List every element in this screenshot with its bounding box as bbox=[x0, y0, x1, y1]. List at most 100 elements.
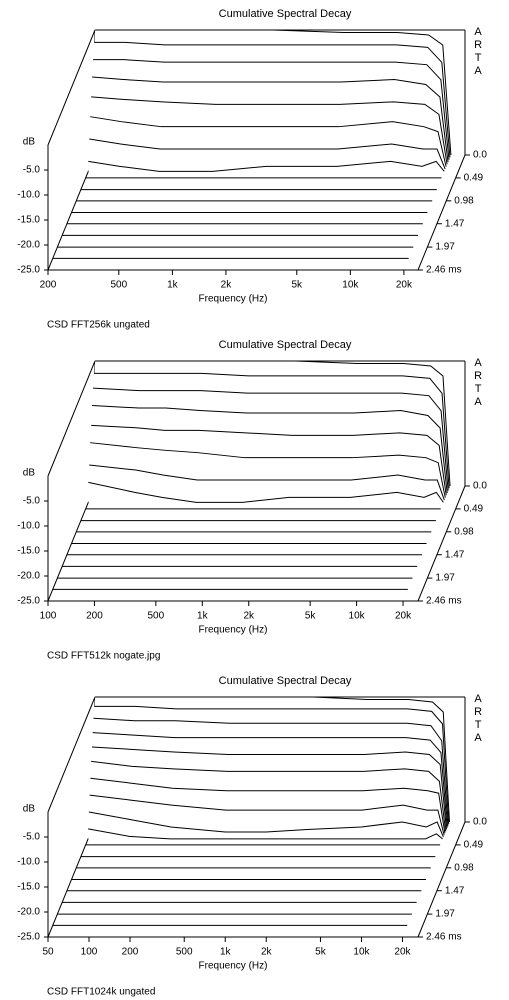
y-tick-label: -25.0 bbox=[17, 265, 40, 276]
y-tick-label: -15.0 bbox=[17, 546, 40, 557]
y-tick-label: -25.0 bbox=[17, 596, 40, 607]
decay-slice bbox=[94, 41, 451, 158]
x-tick-label: 500 bbox=[176, 947, 193, 958]
decay-slice bbox=[89, 138, 446, 170]
decay-slice bbox=[92, 732, 448, 828]
z-tick-label: 0.0 bbox=[473, 481, 487, 492]
frame-line bbox=[47, 29, 96, 146]
chart-title: Cumulative Spectral Decay bbox=[219, 675, 352, 687]
decay-slice bbox=[95, 696, 450, 823]
decay-slice bbox=[92, 76, 449, 163]
decay-slice bbox=[93, 59, 450, 160]
x-tick-label: 20k bbox=[396, 280, 413, 291]
x-tick-label: 5k bbox=[315, 947, 327, 958]
z-tick-label: 1.97 bbox=[435, 909, 455, 920]
decay-slice bbox=[89, 464, 445, 501]
decay-slice bbox=[90, 116, 447, 167]
decay-slice bbox=[91, 96, 448, 165]
y-axis-label: dB bbox=[23, 468, 36, 479]
x-tick-label: 1k bbox=[197, 611, 209, 622]
x-tick-label: 200 bbox=[40, 280, 57, 291]
x-tick-label: 100 bbox=[40, 611, 57, 622]
x-tick-label: 200 bbox=[122, 947, 139, 958]
frame-line bbox=[47, 360, 96, 477]
decay-slice bbox=[91, 760, 447, 832]
z-tick-label: 2.46 ms bbox=[426, 265, 462, 276]
z-tick-label: 0.98 bbox=[454, 862, 474, 873]
z-tick-label: 0.0 bbox=[473, 817, 487, 828]
decay-slice bbox=[88, 828, 443, 840]
x-tick-label: 50 bbox=[42, 947, 54, 958]
z-tick-label: 0.98 bbox=[454, 195, 474, 206]
slice-mask bbox=[89, 465, 445, 501]
z-axis-line bbox=[417, 821, 466, 938]
watermark: ARTA bbox=[472, 693, 484, 745]
decay-slice bbox=[90, 777, 446, 834]
y-tick-label: -15.0 bbox=[17, 882, 40, 893]
z-tick-label: 0.49 bbox=[464, 504, 484, 515]
decay-slice bbox=[92, 405, 448, 494]
y-tick-label: -5.0 bbox=[23, 165, 41, 176]
x-tick-label: 200 bbox=[86, 611, 103, 622]
y-tick-label: -10.0 bbox=[17, 190, 40, 201]
frame-line bbox=[47, 696, 96, 813]
x-axis-label: Frequency (Hz) bbox=[199, 625, 268, 636]
x-tick-label: 5k bbox=[305, 611, 317, 622]
decay-slice bbox=[94, 705, 450, 824]
z-tick-label: 1.47 bbox=[445, 549, 465, 560]
slice-mask bbox=[89, 139, 446, 170]
x-tick-label: 20k bbox=[395, 611, 412, 622]
z-tick-label: 1.97 bbox=[435, 242, 455, 253]
z-tick-label: 0.49 bbox=[464, 173, 484, 184]
watermark: ARTA bbox=[472, 26, 484, 78]
decay-slice bbox=[91, 746, 447, 830]
y-tick-label: -25.0 bbox=[17, 932, 40, 943]
x-tick-label: 20k bbox=[394, 947, 411, 958]
z-axis-line bbox=[417, 485, 466, 602]
y-tick-label: -15.0 bbox=[17, 215, 40, 226]
z-tick-label: 2.46 ms bbox=[426, 596, 462, 607]
z-tick-label: 0.0 bbox=[473, 150, 487, 161]
chart-title: Cumulative Spectral Decay bbox=[219, 8, 352, 20]
y-tick-label: -5.0 bbox=[23, 496, 41, 507]
x-axis-label: Frequency (Hz) bbox=[199, 294, 268, 305]
x-tick-label: 10k bbox=[342, 280, 359, 291]
z-tick-label: 1.97 bbox=[435, 573, 455, 584]
z-tick-label: 2.46 ms bbox=[426, 932, 462, 943]
slice-mask bbox=[89, 795, 445, 836]
x-tick-label: 2k bbox=[243, 611, 255, 622]
y-tick-label: -5.0 bbox=[23, 832, 41, 843]
decay-slice bbox=[95, 29, 452, 156]
x-tick-label: 2k bbox=[221, 280, 233, 291]
caption: CSD FFT512k nogate.jpg bbox=[47, 651, 160, 662]
decay-slice bbox=[88, 811, 444, 838]
z-tick-label: 1.47 bbox=[445, 218, 465, 229]
caption: CSD FFT1024k ungated bbox=[47, 987, 155, 998]
x-axis-label: Frequency (Hz) bbox=[199, 961, 268, 972]
decay-slice bbox=[94, 372, 450, 489]
z-tick-label: 0.98 bbox=[454, 526, 474, 537]
chart-title: Cumulative Spectral Decay bbox=[219, 339, 352, 351]
decay-slice bbox=[88, 160, 445, 172]
decay-slice bbox=[95, 360, 451, 487]
decay-slice bbox=[88, 481, 444, 503]
x-tick-label: 1k bbox=[167, 280, 179, 291]
y-tick-label: -20.0 bbox=[17, 240, 40, 251]
decay-slice bbox=[91, 424, 447, 496]
y-tick-label: -10.0 bbox=[17, 521, 40, 532]
decay-slice bbox=[90, 442, 446, 498]
x-tick-label: 500 bbox=[148, 611, 165, 622]
z-tick-label: 0.49 bbox=[464, 840, 484, 851]
watermark: ARTA bbox=[472, 357, 484, 409]
y-tick-label: -20.0 bbox=[17, 907, 40, 918]
x-tick-label: 10k bbox=[353, 947, 370, 958]
z-tick-label: 1.47 bbox=[445, 885, 465, 896]
x-tick-label: 100 bbox=[81, 947, 98, 958]
decay-slice bbox=[89, 794, 445, 836]
x-tick-label: 5k bbox=[291, 280, 303, 291]
decay-slice bbox=[93, 717, 449, 826]
x-tick-label: 2k bbox=[261, 947, 273, 958]
z-axis-line bbox=[417, 154, 466, 271]
x-tick-label: 1k bbox=[220, 947, 232, 958]
